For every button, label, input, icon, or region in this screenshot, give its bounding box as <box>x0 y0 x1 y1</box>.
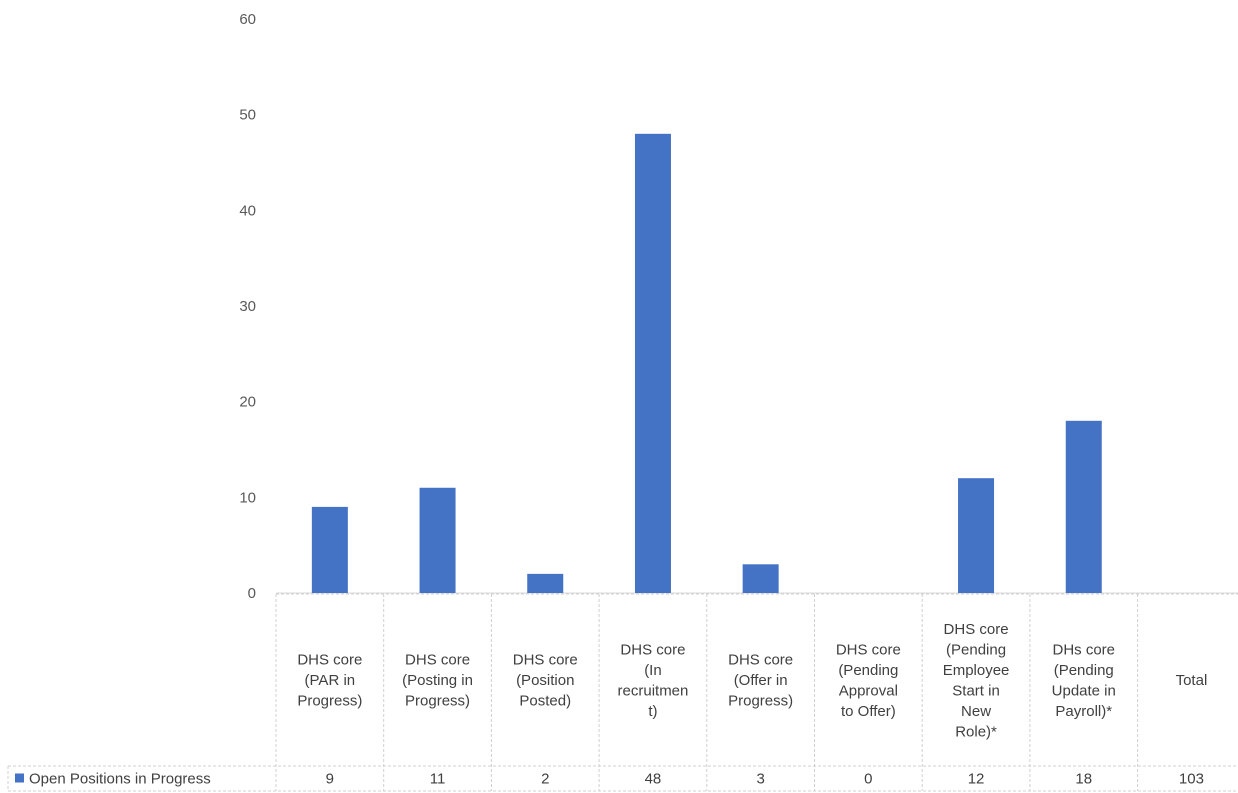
category-label: Total <box>1176 672 1208 689</box>
category-labels: DHS core (PAR in Progress) DHS core (Posting… <box>297 621 1207 741</box>
data-table-value: 18 <box>1075 771 1092 788</box>
y-tick-label: 40 <box>239 202 256 219</box>
category-label-line: DHs core <box>1052 641 1115 658</box>
data-table-value: 48 <box>645 771 662 788</box>
category-label-line: Start in <box>952 682 1000 699</box>
data-table-value: 12 <box>968 771 985 788</box>
bar <box>419 487 456 593</box>
bar <box>311 506 348 593</box>
category-label-line: to Offer) <box>841 703 896 720</box>
category-label-line: recruitmen <box>618 682 689 699</box>
category-label-line: Employee <box>943 662 1010 679</box>
y-tick-label: 10 <box>239 489 256 506</box>
category-label-line: DHS core <box>728 652 793 669</box>
category-label: DHS core (Offer in Progress) <box>728 652 793 710</box>
legend-label: Open Positions in Progress <box>29 771 211 788</box>
bar <box>527 573 564 593</box>
category-label-line: Progress) <box>405 693 470 710</box>
category-label: DHS core (In recruitmen t) <box>618 641 689 720</box>
category-label-line: DHS core <box>405 652 470 669</box>
category-label-line: (Pending <box>1054 662 1114 679</box>
category-label-line: Progress) <box>728 693 793 710</box>
category-label-line: DHS core <box>620 641 685 658</box>
y-tick-label: 20 <box>239 394 256 411</box>
y-tick-label: 50 <box>239 107 256 124</box>
bar <box>958 478 995 593</box>
category-label-line: Total <box>1176 672 1208 689</box>
data-table-value: 0 <box>864 771 872 788</box>
category-label-line: DHS core <box>836 641 901 658</box>
category-label: DHS core (PAR in Progress) <box>297 652 362 710</box>
category-label-line: (PAR in <box>305 672 356 689</box>
y-axis-tick-labels: 0 10 20 30 40 50 60 <box>239 11 256 602</box>
category-label: DHS core (Pending Employee Start in New Role)… <box>943 621 1010 741</box>
bar <box>634 133 671 594</box>
category-label-line: (Posting in <box>402 672 473 689</box>
bars <box>311 133 1102 594</box>
y-tick-label: 30 <box>239 298 256 315</box>
category-label: DHS core (Position Posted) <box>513 652 578 710</box>
category-label: DHs core (Pending Update in Payroll)* <box>1052 641 1116 720</box>
category-label-line: Role)* <box>955 723 997 740</box>
bar <box>742 564 779 593</box>
data-table-value: 103 <box>1179 771 1204 788</box>
category-label: DHS core (Posting in Progress) <box>402 652 473 710</box>
category-label-line: DHS core <box>513 652 578 669</box>
category-label-line: Payroll)* <box>1055 703 1112 720</box>
category-label-line: Approval <box>839 682 898 699</box>
y-tick-label: 0 <box>248 585 256 602</box>
data-table-value: 11 <box>430 771 446 788</box>
category-label-line: DHS core <box>944 621 1009 638</box>
category-label-line: DHS core <box>297 652 362 669</box>
data-table-value: 9 <box>326 771 334 788</box>
data-table-value: 3 <box>756 771 764 788</box>
category-label-line: (Pending <box>946 641 1006 658</box>
category-label-line: (Offer in <box>734 672 788 689</box>
category-label-line: New <box>961 703 991 720</box>
category-label-line: Posted) <box>519 693 571 710</box>
category-label: DHS core (Pending Approval to Offer) <box>836 641 901 720</box>
data-table-values: 9 11 2 48 3 0 12 18 103 <box>326 771 1204 788</box>
category-label-line: (In <box>644 662 662 679</box>
y-tick-label: 60 <box>239 11 256 28</box>
category-label-line: Progress) <box>297 693 362 710</box>
category-label-line: Update in <box>1052 682 1116 699</box>
category-label-line: (Pending <box>838 662 898 679</box>
bar <box>1065 420 1102 593</box>
data-table-value: 2 <box>541 771 549 788</box>
legend: Open Positions in Progress <box>15 771 211 788</box>
legend-swatch <box>15 773 24 783</box>
category-label-line: (Position <box>516 672 574 689</box>
category-label-line: t) <box>648 703 657 720</box>
